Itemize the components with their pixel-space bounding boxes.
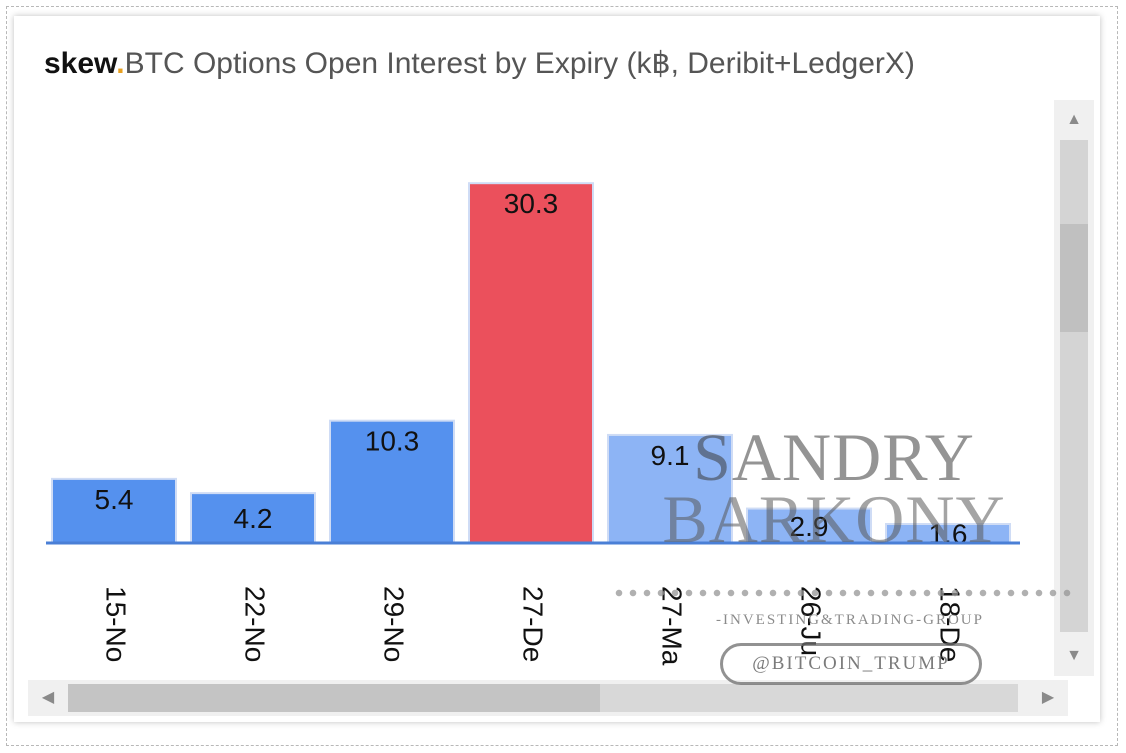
vertical-scrollbar[interactable]: ▲ ▼ <box>1054 100 1094 676</box>
scroll-down-icon[interactable]: ▼ <box>1066 647 1082 664</box>
bar-27-De <box>468 182 594 544</box>
x-tick-label-22-No: 22-No <box>240 586 271 662</box>
watermark-dots <box>612 586 1072 600</box>
chart-window: skew.BTC Options Open Interest by Expiry… <box>14 16 1100 722</box>
scroll-right-icon[interactable]: ▶ <box>1041 689 1055 706</box>
vertical-scroll-track[interactable] <box>1060 140 1088 632</box>
torn-paper-frame <box>6 6 1118 746</box>
bar-15-No <box>51 477 177 544</box>
data-label-22-No: 4.2 <box>234 503 273 534</box>
bar-26-Ju <box>746 507 872 544</box>
data-label-27-Ma: 9.1 <box>651 440 690 471</box>
watermark-name-line2: BARKONY <box>662 481 1006 557</box>
watermark-handle: @BITCOIN_TRUMP <box>720 643 982 685</box>
watermark-subtitle: -INVESTING&TRADING-GROUP <box>716 612 984 628</box>
data-label-29-No: 10.3 <box>365 426 420 457</box>
x-tick-label-27-De: 27-De <box>518 586 549 662</box>
scroll-left-icon[interactable]: ◀ <box>41 689 55 706</box>
bar-22-No <box>190 492 316 544</box>
brand-dot: . <box>116 47 125 80</box>
chart-title: skew.BTC Options Open Interest by Expiry… <box>44 46 915 86</box>
watermark-name-line1: SANDRY <box>693 419 975 495</box>
bar-chart: 5.415-No4.222-No10.329-No30.327-De9.127-… <box>46 182 1020 666</box>
watermark-name: SANDRY BARKONY <box>644 419 1024 557</box>
data-label-15-No: 5.4 <box>95 484 134 515</box>
x-tick-label-15-No: 15-No <box>101 586 132 662</box>
horizontal-scrollbar[interactable]: ◀ ▶ <box>28 680 1068 716</box>
vertical-scroll-thumb[interactable] <box>1060 224 1088 332</box>
scroll-up-icon[interactable]: ▲ <box>1066 111 1082 128</box>
chart-title-text: BTC Options Open Interest by Expiry (k฿,… <box>124 47 915 80</box>
data-label-26-Ju: 2.9 <box>790 511 829 542</box>
horizontal-scroll-thumb[interactable] <box>68 684 600 712</box>
brand-logo: skew <box>44 47 117 80</box>
x-tick-label-29-No: 29-No <box>379 586 410 662</box>
bar-29-No <box>329 419 455 544</box>
data-label-27-De: 30.3 <box>504 188 559 219</box>
